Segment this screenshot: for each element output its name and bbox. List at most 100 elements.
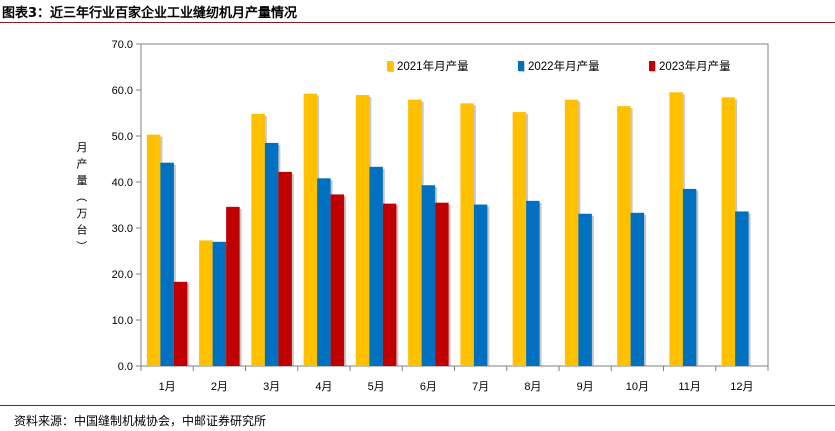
bar xyxy=(303,93,320,367)
x-tick-label: 4月 xyxy=(315,381,332,393)
legend-swatch xyxy=(387,61,393,71)
bar-2021年月产量 xyxy=(669,92,683,367)
y-tick-label: 10.0 xyxy=(112,315,133,327)
bar xyxy=(669,92,685,367)
bar-2021年月产量 xyxy=(303,93,318,367)
bar xyxy=(199,240,215,366)
chart-legend: 2021年月产量 2022年月产量 2023年月产量 xyxy=(387,59,731,73)
bar xyxy=(421,185,438,366)
x-tick-label: 8月 xyxy=(524,381,541,393)
legend-item: 2021年月产量 xyxy=(387,59,469,73)
bar xyxy=(617,106,633,366)
y-tick-label: 40.0 xyxy=(112,177,133,189)
x-tick-label: 1月 xyxy=(159,381,176,393)
y-axis-label: 月产量 （ 万台 ） xyxy=(75,141,88,252)
y-axis-ticks: 0.0 10.0 20.0 30.0 40.0 50.0 60.0 70.0 xyxy=(112,39,141,373)
y-axis-label-char: ） xyxy=(75,241,88,252)
x-tick-label: 7月 xyxy=(472,381,489,393)
bar-2022年月产量 xyxy=(317,178,331,366)
y-axis-label-char: 台 xyxy=(77,223,88,237)
bar-2021年月产量 xyxy=(721,97,736,367)
legend-swatch xyxy=(518,61,524,71)
bar-2022年月产量 xyxy=(735,211,749,366)
bar xyxy=(251,113,267,366)
source-rule xyxy=(0,405,835,406)
bar-2022年月产量 xyxy=(630,212,645,366)
y-tick-label: 30.0 xyxy=(112,223,133,235)
x-tick-label: 10月 xyxy=(626,381,649,393)
bar-chart: 1月 2月 3月 4月 5月 6月 7月 8月 9月 10月 11月 12月 0.0 10.0 20.0 3… xyxy=(75,39,769,393)
bar-2021年月产量 xyxy=(460,103,474,366)
y-tick-label: 60.0 xyxy=(112,85,133,97)
y-tick-label: 70.0 xyxy=(112,39,133,51)
bar xyxy=(721,97,738,367)
x-axis-ticks: 1月 2月 3月 4月 5月 6月 7月 8月 9月 10月 11月 12月 xyxy=(140,366,769,393)
bar-2022年月产量 xyxy=(473,204,488,366)
bar-2021年月产量 xyxy=(251,113,265,366)
bar-2022年月产量 xyxy=(264,142,279,366)
legend-item: 2022年月产量 xyxy=(518,59,600,73)
bar xyxy=(226,206,242,366)
bar-2023年月产量 xyxy=(330,194,345,366)
bar xyxy=(408,99,424,366)
bar xyxy=(330,194,347,366)
bar-2022年月产量 xyxy=(421,185,436,366)
y-axis-label-char: 万 xyxy=(77,207,88,220)
y-tick-label: 20.0 xyxy=(112,269,133,281)
bar xyxy=(526,200,542,366)
x-tick-label: 2月 xyxy=(211,381,228,393)
figure-title: 图表3：近三年行业百家企业工业缝纫机月产量情况 xyxy=(2,6,298,21)
source-note: 资料来源：中国缝制机械协会，中邮证券研究所 xyxy=(14,414,267,428)
bar-2022年月产量 xyxy=(160,162,174,366)
bar xyxy=(278,171,294,366)
bar-2022年月产量 xyxy=(212,241,227,366)
y-axis-label-char: 月 xyxy=(77,141,88,154)
bar-2021年月产量 xyxy=(512,112,527,366)
bar xyxy=(435,202,451,366)
y-tick-label: 0.0 xyxy=(118,361,133,373)
bar xyxy=(382,203,399,366)
y-axis-label-char: 产 xyxy=(77,157,88,171)
bar xyxy=(630,212,647,366)
bar xyxy=(355,95,372,366)
bar-2022年月产量 xyxy=(526,200,540,366)
bar-2021年月产量 xyxy=(617,106,631,366)
bar xyxy=(264,142,281,366)
bar xyxy=(317,178,333,366)
x-tick-label: 12月 xyxy=(730,381,753,393)
legend-label: 2021年月产量 xyxy=(397,59,469,73)
title-rule xyxy=(0,22,835,23)
bar-2023年月产量 xyxy=(382,203,397,366)
bar-2023年月产量 xyxy=(435,202,449,366)
bar-2022年月产量 xyxy=(682,188,697,366)
y-axis-label-char: 量 xyxy=(77,174,88,187)
bar-2021年月产量 xyxy=(408,99,422,366)
x-tick-label: 6月 xyxy=(420,381,437,393)
bar xyxy=(473,204,490,366)
bar xyxy=(512,112,529,366)
bar xyxy=(682,188,699,366)
bar-2021年月产量 xyxy=(146,134,161,366)
bar xyxy=(212,241,229,366)
bar-2022年月产量 xyxy=(578,213,592,366)
x-tick-label: 9月 xyxy=(577,381,594,393)
bar-2023年月产量 xyxy=(173,281,188,366)
legend-item: 2023年月产量 xyxy=(649,59,731,73)
legend-label: 2022年月产量 xyxy=(528,59,600,73)
chart-bars xyxy=(146,92,751,367)
bar-2023年月产量 xyxy=(226,206,240,366)
bar-2021年月产量 xyxy=(564,99,579,366)
legend-label: 2023年月产量 xyxy=(659,59,731,73)
bar xyxy=(146,134,163,366)
y-tick-label: 50.0 xyxy=(112,131,133,143)
x-tick-label: 11月 xyxy=(678,381,700,393)
x-tick-label: 3月 xyxy=(263,381,280,393)
bar xyxy=(173,281,190,366)
bar-2023年月产量 xyxy=(278,171,292,366)
x-tick-label: 5月 xyxy=(368,381,385,393)
bar-2022年月产量 xyxy=(369,166,383,366)
y-axis-label-char: （ xyxy=(75,191,88,202)
bar xyxy=(460,103,476,366)
bar xyxy=(369,166,385,366)
bar xyxy=(564,99,581,366)
